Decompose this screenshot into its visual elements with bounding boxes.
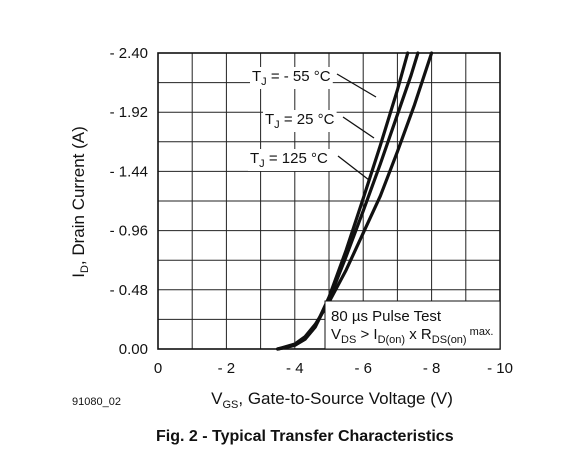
series-label-2: TJ = 25 °C	[265, 111, 335, 131]
y-label-rest: , Drain Current (A)	[69, 126, 88, 265]
series-label-post: = 25 °C	[280, 111, 335, 128]
series-label-1: TJ = - 55 °C	[252, 68, 331, 88]
y-tick-label: - 1.44	[110, 163, 148, 180]
series-curves	[276, 51, 434, 351]
y-tick-label: - 2.40	[110, 45, 148, 62]
y-label-main: I	[69, 273, 88, 278]
y-label-sub: D	[79, 265, 91, 273]
series-label-post: = - 55 °C	[267, 68, 331, 85]
series-label-pre: T	[252, 68, 261, 85]
series-label-post: = 125 °C	[265, 150, 328, 167]
annotation-condition: VDS > ID(on) x RDS(on) max.	[331, 326, 494, 346]
series-label-leader	[337, 155, 370, 181]
series-label-bg	[263, 110, 337, 132]
x-tick-label: 0	[154, 360, 162, 377]
ann-r-sub: DS(on)	[432, 334, 467, 346]
ann-max: max.	[467, 326, 494, 338]
series-line-3	[276, 51, 434, 351]
series-label-sub: J	[274, 119, 280, 131]
ann-vds-sub: DS	[341, 334, 356, 346]
y-tick-label: - 0.96	[110, 223, 148, 240]
series-label-leader	[342, 116, 375, 139]
ann-vds: V	[331, 326, 341, 343]
ann-id-sub: D(on)	[378, 334, 406, 346]
series-line-2	[276, 51, 420, 351]
y-axis-label: ID, Drain Current (A)	[69, 126, 91, 278]
series-label-sub: J	[259, 158, 265, 170]
annotation-box	[324, 300, 501, 350]
series-label-bg	[248, 149, 330, 171]
x-tick-labels: 0 - 2 - 4 - 6 - 8 - 10	[154, 360, 513, 377]
series-label-3: TJ = 125 °C	[250, 150, 328, 170]
figure-caption: Fig. 2 - Typical Transfer Characteristic…	[156, 428, 454, 445]
series-label-pre: T	[250, 150, 259, 167]
y-tick-label: 0.00	[119, 341, 148, 358]
x-label-rest: , Gate-to-Source Voltage (V)	[238, 389, 453, 408]
y-tick-labels: 0.00 - 0.48 - 0.96 - 1.44 - 1.92 - 2.40	[110, 45, 148, 358]
x-tick-label: - 8	[423, 360, 441, 377]
annotation-pulse-test: 80 µs Pulse Test	[331, 308, 442, 325]
ann-r: x R	[405, 326, 432, 343]
y-tick-label: - 0.48	[110, 282, 148, 299]
series-label-sub: J	[261, 76, 267, 88]
series-label-leader	[336, 73, 377, 98]
y-tick-label: - 1.92	[110, 104, 148, 121]
figure-id: 91080_02	[72, 396, 121, 408]
x-axis-label: VGS, Gate-to-Source Voltage (V)	[211, 389, 453, 411]
series-label-bg	[250, 67, 333, 89]
x-tick-label: - 2	[218, 360, 236, 377]
series-labels: TJ = - 55 °CTJ = 25 °CTJ = 125 °C	[248, 67, 377, 181]
series-label-pre: T	[265, 111, 274, 128]
x-label-main: V	[211, 389, 223, 408]
x-label-sub: GS	[222, 399, 238, 411]
x-tick-label: - 10	[487, 360, 513, 377]
x-tick-label: - 6	[354, 360, 372, 377]
ann-id: > I	[356, 326, 377, 343]
x-tick-label: - 4	[286, 360, 304, 377]
